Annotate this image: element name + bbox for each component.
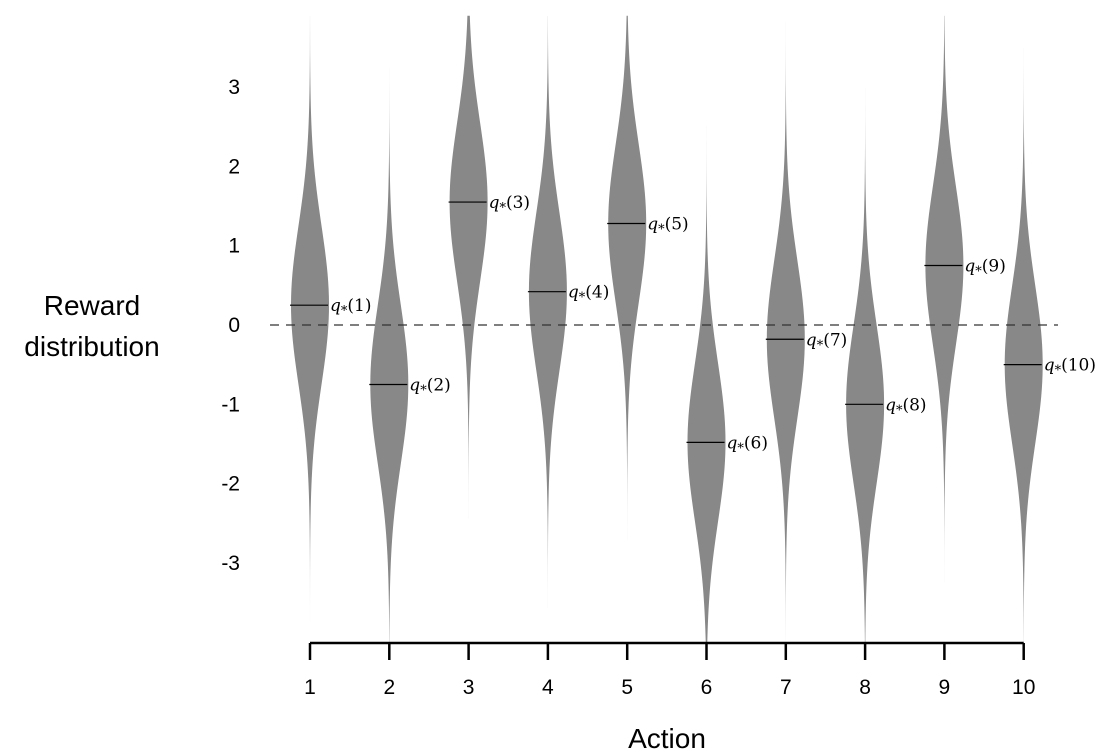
violin-action-10 [1004,47,1043,642]
x-tick-label: 1 [304,676,316,699]
x-axis-title: Action [628,723,706,753]
mean-label-action-8: q*(8) [885,395,926,418]
mean-label-action-1: q*(1) [330,296,371,319]
mean-label-action-7: q*(7) [806,330,847,353]
violin-action-7 [766,22,805,642]
y-tick-label: -1 [221,393,240,416]
violin-action-5 [608,15,647,541]
y-tick-label: -2 [221,473,240,496]
violin-action-3 [449,15,488,520]
y-tick-labels: 3 2 1 0 -1 -2 -3 [221,76,240,575]
x-axis: 1 2 3 4 5 6 7 8 9 10 [304,641,1035,699]
y-axis-title-line-1: Reward [44,290,140,321]
mean-label-action-2: q*(2) [409,375,450,398]
x-tick-label: 3 [463,676,475,699]
x-tick-label: 10 [1012,676,1035,699]
mean-label-action-6: q*(6) [727,433,768,456]
mean-label-action-4: q*(4) [568,283,609,306]
y-tick-label: 0 [228,314,240,337]
mean-label-action-3: q*(3) [489,193,530,216]
x-tick-label: 6 [701,676,713,699]
x-tick-label: 2 [383,676,395,699]
mean-label-action-5: q*(5) [647,214,688,237]
violin-action-4 [528,15,567,609]
violin-action-6 [687,125,726,642]
violin-action-8 [846,87,885,643]
y-tick-label: 1 [228,235,240,258]
mean-markers-layer: q*(1) q*(2) q*(3) q*(4) q*(5) q*(6) q*(7) q*(8)… [290,193,1096,456]
violin-action-2 [370,67,409,642]
mean-label-action-10: q*(10) [1044,356,1096,379]
violins-layer [291,15,1043,643]
y-tick-label: 2 [228,155,240,178]
x-tick-label: 9 [939,676,951,699]
y-tick-label: 3 [228,76,240,99]
x-tick-label: 8 [859,676,871,699]
mean-label-action-9: q*(9) [964,257,1005,280]
x-tick-label: 7 [780,676,792,699]
x-tick-label: 5 [621,676,633,699]
y-tick-label: -3 [221,552,240,575]
violin-action-1 [291,15,329,623]
violin-action-9 [925,15,964,583]
y-axis-title-line-2: distribution [24,331,159,362]
x-tick-label: 4 [542,676,554,699]
